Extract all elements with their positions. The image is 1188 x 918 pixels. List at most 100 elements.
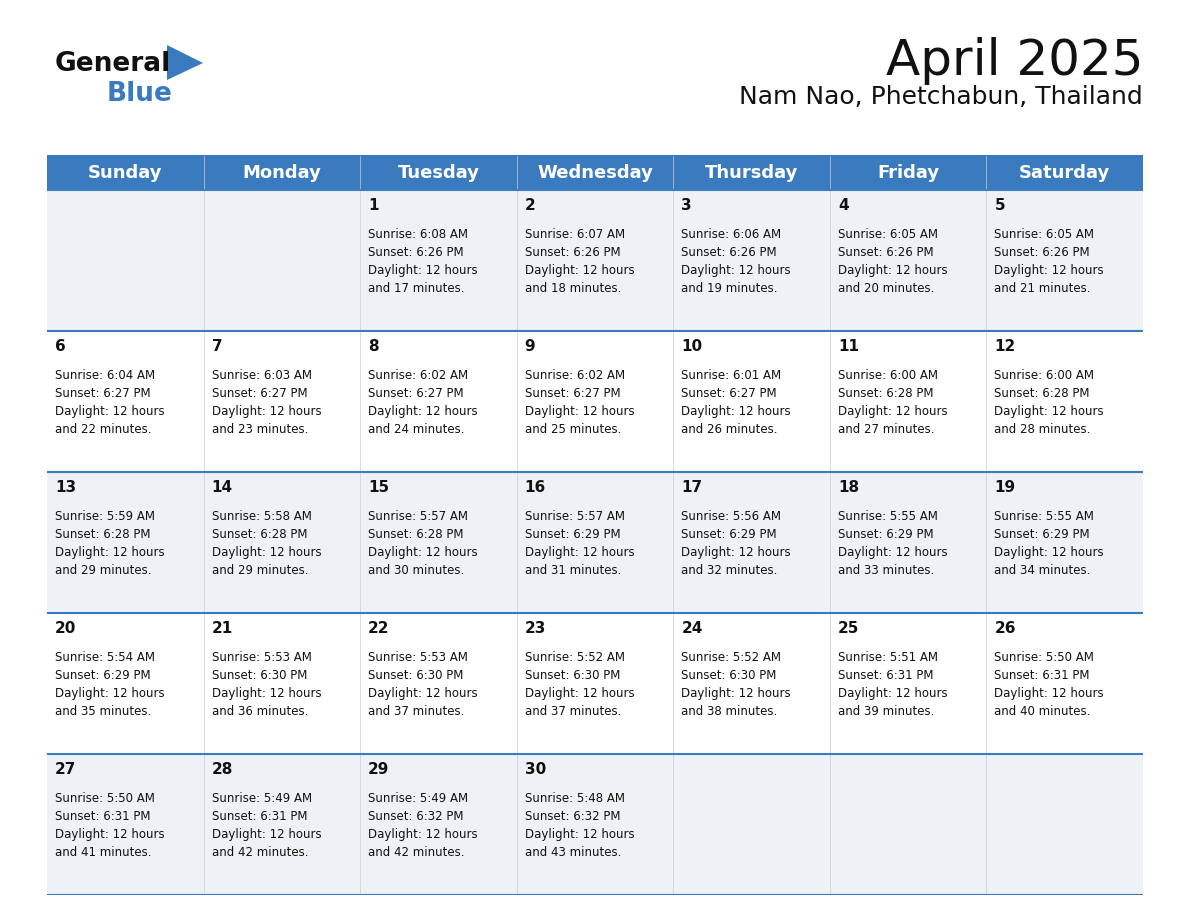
Text: Daylight: 12 hours: Daylight: 12 hours (994, 687, 1104, 700)
Polygon shape (168, 45, 203, 80)
Text: Sunset: 6:30 PM: Sunset: 6:30 PM (211, 669, 307, 682)
Text: Sunrise: 5:55 AM: Sunrise: 5:55 AM (838, 510, 937, 523)
Text: and 30 minutes.: and 30 minutes. (368, 564, 465, 577)
Text: and 38 minutes.: and 38 minutes. (681, 705, 777, 718)
Text: 16: 16 (525, 480, 546, 495)
Text: Sunset: 6:30 PM: Sunset: 6:30 PM (368, 669, 463, 682)
Text: and 37 minutes.: and 37 minutes. (525, 705, 621, 718)
Text: and 34 minutes.: and 34 minutes. (994, 564, 1091, 577)
Text: Sunrise: 6:08 AM: Sunrise: 6:08 AM (368, 228, 468, 241)
Text: Sunset: 6:29 PM: Sunset: 6:29 PM (681, 528, 777, 541)
Text: Daylight: 12 hours: Daylight: 12 hours (838, 687, 948, 700)
Text: 30: 30 (525, 762, 546, 777)
Text: Sunrise: 5:57 AM: Sunrise: 5:57 AM (525, 510, 625, 523)
Text: Sunset: 6:29 PM: Sunset: 6:29 PM (838, 528, 934, 541)
Text: Sunset: 6:28 PM: Sunset: 6:28 PM (994, 387, 1089, 400)
Text: 22: 22 (368, 621, 390, 636)
Text: Daylight: 12 hours: Daylight: 12 hours (211, 687, 321, 700)
Text: 27: 27 (55, 762, 76, 777)
Text: Daylight: 12 hours: Daylight: 12 hours (525, 546, 634, 559)
Text: Sunrise: 6:06 AM: Sunrise: 6:06 AM (681, 228, 782, 241)
Bar (48, 155, 1143, 190)
Text: Daylight: 12 hours: Daylight: 12 hours (368, 687, 478, 700)
Text: Daylight: 12 hours: Daylight: 12 hours (55, 687, 165, 700)
Text: 12: 12 (994, 339, 1016, 354)
Text: Daylight: 12 hours: Daylight: 12 hours (838, 264, 948, 277)
Text: Sunrise: 5:55 AM: Sunrise: 5:55 AM (994, 510, 1094, 523)
Text: and 41 minutes.: and 41 minutes. (55, 846, 152, 859)
Text: 1: 1 (368, 198, 379, 213)
Bar (48, 754, 1143, 895)
Text: and 33 minutes.: and 33 minutes. (838, 564, 934, 577)
Text: Sunset: 6:26 PM: Sunset: 6:26 PM (368, 246, 463, 259)
Text: 8: 8 (368, 339, 379, 354)
Text: Sunset: 6:26 PM: Sunset: 6:26 PM (681, 246, 777, 259)
Text: and 18 minutes.: and 18 minutes. (525, 282, 621, 295)
Text: Sunset: 6:31 PM: Sunset: 6:31 PM (838, 669, 934, 682)
Text: Sunrise: 5:56 AM: Sunrise: 5:56 AM (681, 510, 782, 523)
Text: and 42 minutes.: and 42 minutes. (211, 846, 308, 859)
Text: and 24 minutes.: and 24 minutes. (368, 423, 465, 436)
Text: Sunset: 6:27 PM: Sunset: 6:27 PM (55, 387, 151, 400)
Text: Daylight: 12 hours: Daylight: 12 hours (681, 546, 791, 559)
Text: 11: 11 (838, 339, 859, 354)
Text: Monday: Monday (242, 163, 321, 182)
Bar (48, 613, 1143, 754)
Text: 9: 9 (525, 339, 536, 354)
Text: Daylight: 12 hours: Daylight: 12 hours (525, 405, 634, 418)
Text: Sunrise: 5:53 AM: Sunrise: 5:53 AM (368, 651, 468, 664)
Text: Daylight: 12 hours: Daylight: 12 hours (681, 405, 791, 418)
Text: Sunrise: 6:02 AM: Sunrise: 6:02 AM (525, 369, 625, 382)
Text: 21: 21 (211, 621, 233, 636)
Text: 6: 6 (55, 339, 65, 354)
Text: Daylight: 12 hours: Daylight: 12 hours (55, 828, 165, 841)
Text: Daylight: 12 hours: Daylight: 12 hours (368, 405, 478, 418)
Text: and 31 minutes.: and 31 minutes. (525, 564, 621, 577)
Text: Sunset: 6:30 PM: Sunset: 6:30 PM (525, 669, 620, 682)
Text: Daylight: 12 hours: Daylight: 12 hours (55, 405, 165, 418)
Text: 20: 20 (55, 621, 76, 636)
Text: Sunset: 6:27 PM: Sunset: 6:27 PM (368, 387, 463, 400)
Text: Sunrise: 6:05 AM: Sunrise: 6:05 AM (994, 228, 1094, 241)
Text: Sunrise: 6:07 AM: Sunrise: 6:07 AM (525, 228, 625, 241)
Text: and 29 minutes.: and 29 minutes. (55, 564, 152, 577)
Text: and 29 minutes.: and 29 minutes. (211, 564, 308, 577)
Text: Sunrise: 5:52 AM: Sunrise: 5:52 AM (525, 651, 625, 664)
Text: Sunset: 6:27 PM: Sunset: 6:27 PM (525, 387, 620, 400)
Text: Daylight: 12 hours: Daylight: 12 hours (525, 687, 634, 700)
Text: Wednesday: Wednesday (537, 163, 653, 182)
Text: Daylight: 12 hours: Daylight: 12 hours (525, 264, 634, 277)
Text: Sunrise: 5:49 AM: Sunrise: 5:49 AM (368, 792, 468, 805)
Text: Sunset: 6:28 PM: Sunset: 6:28 PM (211, 528, 307, 541)
Text: Sunset: 6:31 PM: Sunset: 6:31 PM (55, 810, 151, 823)
Text: and 32 minutes.: and 32 minutes. (681, 564, 778, 577)
Text: and 43 minutes.: and 43 minutes. (525, 846, 621, 859)
Text: and 27 minutes.: and 27 minutes. (838, 423, 934, 436)
Text: Daylight: 12 hours: Daylight: 12 hours (211, 546, 321, 559)
Text: and 25 minutes.: and 25 minutes. (525, 423, 621, 436)
Bar (48, 331, 1143, 472)
Text: Sunrise: 5:59 AM: Sunrise: 5:59 AM (55, 510, 154, 523)
Text: Sunrise: 5:49 AM: Sunrise: 5:49 AM (211, 792, 311, 805)
Text: 5: 5 (994, 198, 1005, 213)
Text: 7: 7 (211, 339, 222, 354)
Text: Sunset: 6:31 PM: Sunset: 6:31 PM (211, 810, 307, 823)
Text: Sunset: 6:29 PM: Sunset: 6:29 PM (55, 669, 151, 682)
Text: Sunset: 6:26 PM: Sunset: 6:26 PM (838, 246, 934, 259)
Text: Sunrise: 5:52 AM: Sunrise: 5:52 AM (681, 651, 782, 664)
Text: Sunrise: 6:01 AM: Sunrise: 6:01 AM (681, 369, 782, 382)
Text: Sunrise: 6:05 AM: Sunrise: 6:05 AM (838, 228, 937, 241)
Text: Sunset: 6:29 PM: Sunset: 6:29 PM (525, 528, 620, 541)
Text: and 40 minutes.: and 40 minutes. (994, 705, 1091, 718)
Text: Sunrise: 5:48 AM: Sunrise: 5:48 AM (525, 792, 625, 805)
Text: Sunrise: 5:50 AM: Sunrise: 5:50 AM (994, 651, 1094, 664)
Text: and 28 minutes.: and 28 minutes. (994, 423, 1091, 436)
Text: Daylight: 12 hours: Daylight: 12 hours (525, 828, 634, 841)
Text: and 35 minutes.: and 35 minutes. (55, 705, 151, 718)
Text: 25: 25 (838, 621, 859, 636)
Text: 3: 3 (681, 198, 691, 213)
Text: Sunset: 6:32 PM: Sunset: 6:32 PM (525, 810, 620, 823)
Text: and 26 minutes.: and 26 minutes. (681, 423, 778, 436)
Text: 26: 26 (994, 621, 1016, 636)
Text: Sunset: 6:28 PM: Sunset: 6:28 PM (838, 387, 934, 400)
